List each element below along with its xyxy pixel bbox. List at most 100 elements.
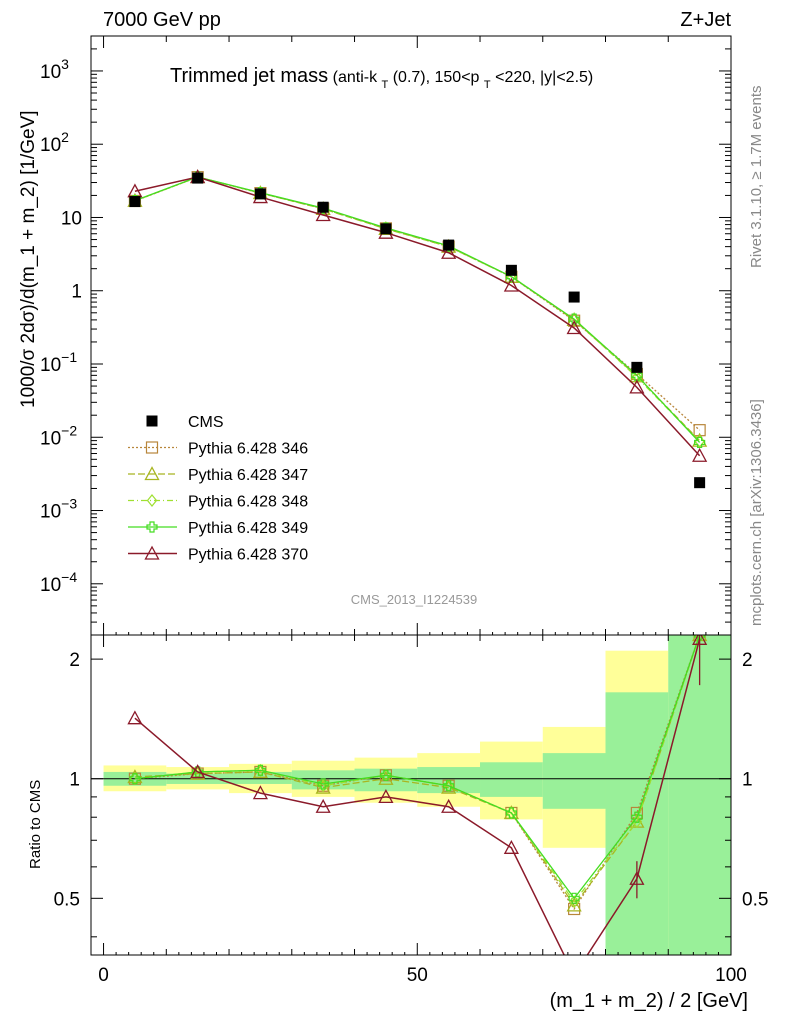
legend-marker-cms: [146, 415, 158, 427]
main-series-layer: [127, 169, 708, 489]
y-tick-label: 103: [40, 56, 69, 83]
ratio-y-tick-label-left: 2: [69, 650, 80, 671]
ratio-point-p349: [505, 807, 517, 819]
series-point-p370: [441, 244, 457, 259]
series-point-p349: [631, 369, 643, 381]
legend-label-p347: Pythia 6.428 347: [188, 467, 308, 484]
band-inner-bin: [668, 635, 731, 955]
main-panel-frame: [90, 35, 732, 636]
ratio-point-p349: [380, 769, 392, 781]
ratio-point-p370: [441, 798, 457, 813]
y-tick-exponent: 2: [61, 129, 69, 145]
cms-data-point: [505, 264, 517, 276]
ratio-point-p370: [378, 789, 394, 804]
plot-title-sub-2: T: [484, 79, 491, 91]
y-tick-exponent: −4: [61, 569, 77, 585]
ratio-point-p349: [254, 764, 267, 776]
axis-ticks: [91, 35, 732, 955]
cms-data-point: [443, 239, 455, 251]
x-axis-label: (m_1 + m_2) / 2 [GeV]: [550, 990, 748, 1012]
y-tick-base: 10: [40, 575, 61, 596]
legend-label-p349: Pythia 6.428 349: [188, 520, 308, 537]
legend-label-p370: Pythia 6.428 370: [188, 547, 308, 564]
ratio-y-axis-label: Ratio to CMS: [27, 780, 44, 869]
series-line-p347: [134, 176, 701, 442]
y-tick-exponent: 3: [61, 56, 69, 72]
y-tick-base: 10: [40, 502, 61, 523]
ratio-point-p349: [443, 780, 455, 792]
plot-title-main: Trimmed jet mass: [170, 65, 328, 87]
cms-data-point: [192, 172, 204, 184]
ratio-point-p346: [630, 806, 643, 820]
y-tick-base: 10: [40, 62, 61, 83]
series-point-p348: [631, 370, 643, 384]
rivet-label: Rivet 3.1.10, ≥ 1.7M events: [748, 86, 765, 269]
y-tick-base: 10: [40, 428, 61, 449]
cms-data-point: [694, 477, 706, 489]
ratio-y-tick-label-right: 0.5: [742, 889, 768, 910]
ratio-y-tick-label-left: 1: [69, 770, 80, 791]
mcplots-label: mcplots.cern.ch [arXiv:1306.3436]: [748, 399, 765, 626]
ratio-uncertainty-bands: [103, 635, 731, 955]
y-tick-label: 10−4: [40, 569, 77, 596]
ratio-line-p370: [134, 638, 701, 955]
y-tick-label: 1: [71, 282, 82, 303]
band-inner-bin: [480, 762, 543, 797]
y-tick-label: 10−3: [40, 496, 77, 523]
series-point-p370: [503, 277, 519, 292]
cms-data-point: [254, 188, 266, 200]
legend: CMS Pythia 6.428 346 Pythia 6.428 347 Pythi…: [128, 414, 308, 564]
series-point-p370: [629, 379, 645, 394]
ratio-y-tick-label-right: 1: [742, 770, 753, 791]
band-inner-bin: [605, 692, 669, 955]
x-tick-label: 50: [407, 965, 428, 986]
ratio-point-p349: [568, 892, 580, 904]
y-tick-base: 10: [61, 208, 82, 229]
series-point-p370: [692, 447, 708, 462]
y-tick-exponent: −2: [61, 422, 77, 438]
band-inner-bin: [542, 753, 606, 809]
x-tick-label: 100: [715, 965, 747, 986]
legend-marker-p348: [146, 494, 158, 507]
ratio-point-p370: [190, 764, 206, 779]
ratio-line-p347: [134, 635, 701, 907]
ratio-point-p347: [378, 770, 394, 785]
plot-title-detail-2: (0.7), 150<p: [393, 69, 480, 86]
y-tick-exponent: −1: [61, 349, 77, 365]
main-y-axis-label: 1000/σ 2dσ)/d(m_1 + m_2) [1/GeV]: [18, 110, 39, 408]
ratio-point-p370: [568, 969, 581, 981]
ratio-point-p349: [317, 778, 329, 790]
series-point-p370: [315, 207, 331, 222]
plot-title-detail-1: (anti-k: [333, 69, 378, 86]
series-point-p370: [566, 320, 582, 335]
series-point-p349: [694, 436, 706, 449]
y-tick-label: 102: [40, 129, 69, 156]
ratio-panel-frame: [90, 634, 732, 956]
ratio-y-tick-label-right: 2: [742, 650, 753, 671]
ratio-point-p370: [503, 839, 519, 854]
ratio-point-p349: [694, 635, 706, 641]
ratio-point-p349: [129, 773, 141, 785]
ratio-point-p370: [315, 798, 331, 813]
y-tick-base: 10: [40, 135, 61, 156]
y-tick-base: 10: [40, 355, 61, 376]
y-tick-label: 10−1: [40, 349, 77, 376]
y-tick-label: 10: [61, 208, 82, 229]
energy-label: 7000 GeV pp: [103, 9, 221, 31]
y-tick-exponent: −3: [61, 496, 77, 512]
analysis-label: CMS_2013_I1224539: [351, 592, 478, 607]
plot-title-sub-1: T: [382, 79, 389, 91]
cms-data-point: [317, 201, 329, 213]
series-line-p349: [134, 176, 701, 443]
plot-title: Trimmed jet mass (anti-k T (0.7), 150<p …: [170, 65, 593, 92]
plot-title-detail-3: <220, |y|<2.5): [495, 69, 593, 86]
process-label: Z+Jet: [680, 9, 731, 31]
series-line-p348: [134, 176, 701, 442]
series-line-p370: [134, 176, 701, 457]
legend-label-p346: Pythia 6.428 346: [188, 441, 308, 458]
ratio-point-p349: [631, 811, 643, 823]
ratio-y-tick-label-left: 0.5: [54, 889, 80, 910]
cms-data-point: [631, 361, 643, 373]
